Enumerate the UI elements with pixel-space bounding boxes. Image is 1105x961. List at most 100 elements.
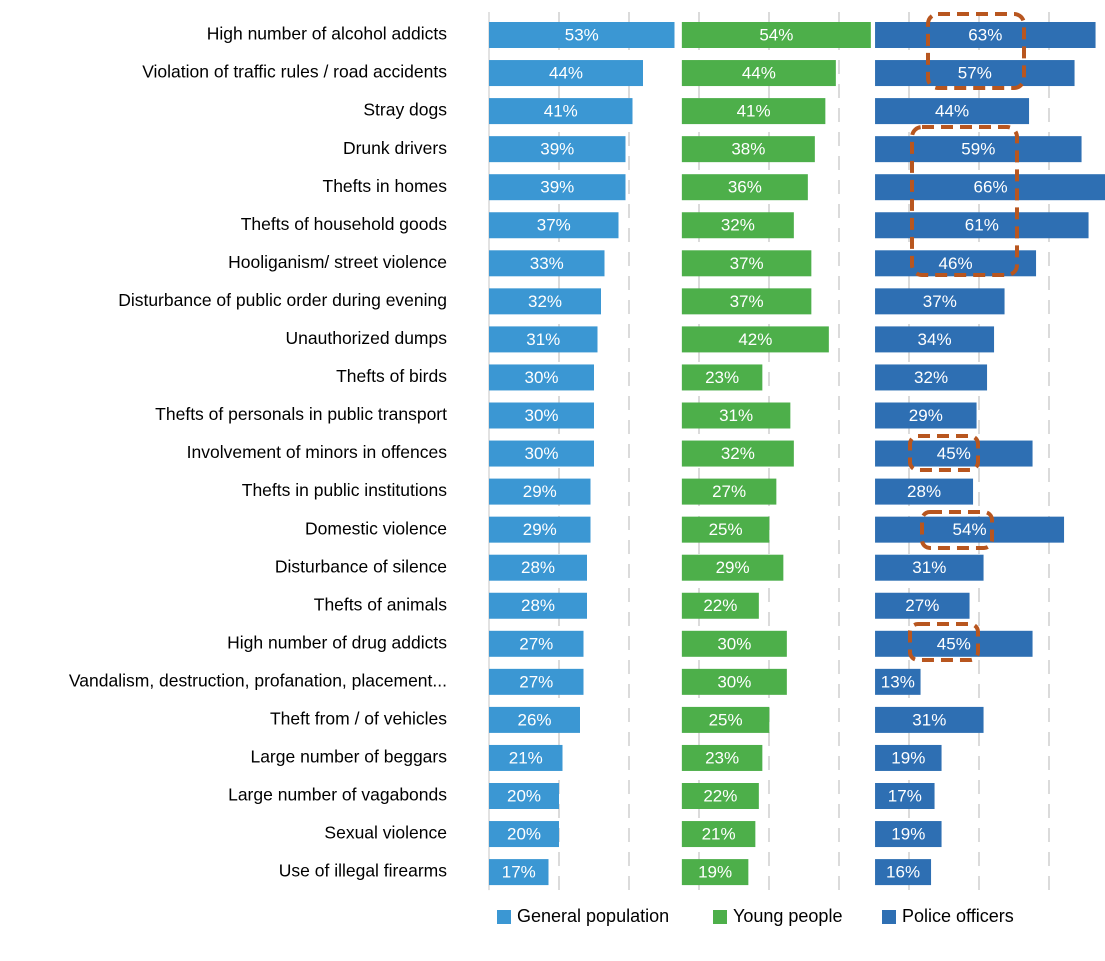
bar xyxy=(875,364,988,391)
data-label: 44% xyxy=(935,102,969,121)
category-label: Thefts in public institutions xyxy=(242,480,447,500)
category-label: Thefts of household goods xyxy=(241,214,448,234)
legend-label: Police officers xyxy=(902,906,1014,926)
category-label: Unauthorized dumps xyxy=(286,328,448,348)
data-label: 63% xyxy=(968,25,1002,44)
bar xyxy=(489,174,626,201)
category-label: Disturbance of silence xyxy=(275,556,447,576)
data-label: 30% xyxy=(524,444,558,463)
bar xyxy=(489,821,559,848)
data-label: 16% xyxy=(886,863,920,882)
legend-label: General population xyxy=(517,906,669,926)
bar xyxy=(489,326,598,353)
data-label: 37% xyxy=(730,254,764,273)
bar xyxy=(875,706,984,733)
legend-swatch xyxy=(497,910,511,924)
bar xyxy=(489,250,605,277)
category-label: Sexual violence xyxy=(324,823,447,843)
bar xyxy=(489,554,587,581)
category-label: Theft from / of vehicles xyxy=(270,709,447,729)
category-label: High number of alcohol addicts xyxy=(207,24,448,44)
bar xyxy=(681,440,794,467)
data-label: 57% xyxy=(958,64,992,83)
data-label: 17% xyxy=(888,786,922,805)
bar xyxy=(681,706,770,733)
bar xyxy=(489,212,619,239)
data-label: 22% xyxy=(703,786,737,805)
bar xyxy=(875,98,1030,125)
bar xyxy=(681,859,749,886)
category-label: Disturbance of public order during eveni… xyxy=(118,290,447,310)
data-label: 59% xyxy=(961,140,995,159)
data-label: 32% xyxy=(528,292,562,311)
data-label: 28% xyxy=(521,596,555,615)
bar xyxy=(681,668,787,695)
bar xyxy=(489,98,633,125)
bar xyxy=(489,402,594,429)
bar xyxy=(875,592,970,619)
bar xyxy=(875,783,935,809)
bar xyxy=(489,783,559,809)
bar xyxy=(489,859,549,886)
bar xyxy=(489,592,587,619)
data-label: 54% xyxy=(953,520,987,539)
data-label: 21% xyxy=(702,825,736,844)
bar xyxy=(489,706,580,733)
bar xyxy=(489,478,591,505)
bar xyxy=(681,821,756,848)
data-label: 30% xyxy=(524,368,558,387)
data-label: 28% xyxy=(907,482,941,501)
highlight-box xyxy=(908,622,980,662)
data-label: 45% xyxy=(937,634,971,653)
bar xyxy=(875,326,995,353)
data-label: 25% xyxy=(709,520,743,539)
data-label: 32% xyxy=(721,216,755,235)
data-label: 46% xyxy=(939,254,973,273)
data-label: 41% xyxy=(544,102,578,121)
bar xyxy=(489,516,591,543)
bar xyxy=(681,136,815,163)
data-label: 66% xyxy=(974,178,1008,197)
data-label: 17% xyxy=(502,863,536,882)
bar xyxy=(681,212,794,239)
data-label: 42% xyxy=(738,330,772,349)
legend: General population Young people Police off… xyxy=(497,906,1014,926)
bar xyxy=(489,440,594,467)
bar xyxy=(875,60,1075,87)
data-label: 36% xyxy=(728,178,762,197)
data-label: 61% xyxy=(965,216,999,235)
bar xyxy=(681,478,777,505)
bar xyxy=(681,783,759,809)
category-label: Violation of traffic rules / road accide… xyxy=(142,62,447,82)
data-label: 31% xyxy=(526,330,560,349)
bar xyxy=(875,554,984,581)
data-label: 29% xyxy=(523,520,557,539)
bar xyxy=(681,744,763,771)
bar xyxy=(681,326,829,353)
bar xyxy=(489,60,643,87)
bar xyxy=(681,60,836,87)
data-label: 30% xyxy=(717,634,751,653)
data-label: 39% xyxy=(540,178,574,197)
data-label: 45% xyxy=(937,444,971,463)
category-label: Domestic violence xyxy=(305,518,447,538)
bar xyxy=(489,136,626,163)
data-label: 28% xyxy=(521,558,555,577)
bar xyxy=(489,668,584,695)
bar xyxy=(875,402,977,429)
data-label: 34% xyxy=(918,330,952,349)
highlight-box xyxy=(920,510,994,550)
bar xyxy=(489,630,584,657)
highlight-box xyxy=(926,12,1026,90)
data-label: 32% xyxy=(721,444,755,463)
data-label: 20% xyxy=(507,825,541,844)
bar xyxy=(875,821,942,848)
data-label: 32% xyxy=(914,368,948,387)
data-label: 31% xyxy=(719,406,753,425)
data-label: 22% xyxy=(703,596,737,615)
category-label: Thefts of animals xyxy=(314,594,447,614)
data-label: 29% xyxy=(909,406,943,425)
data-label: 53% xyxy=(565,25,599,44)
data-label: 25% xyxy=(709,710,743,729)
